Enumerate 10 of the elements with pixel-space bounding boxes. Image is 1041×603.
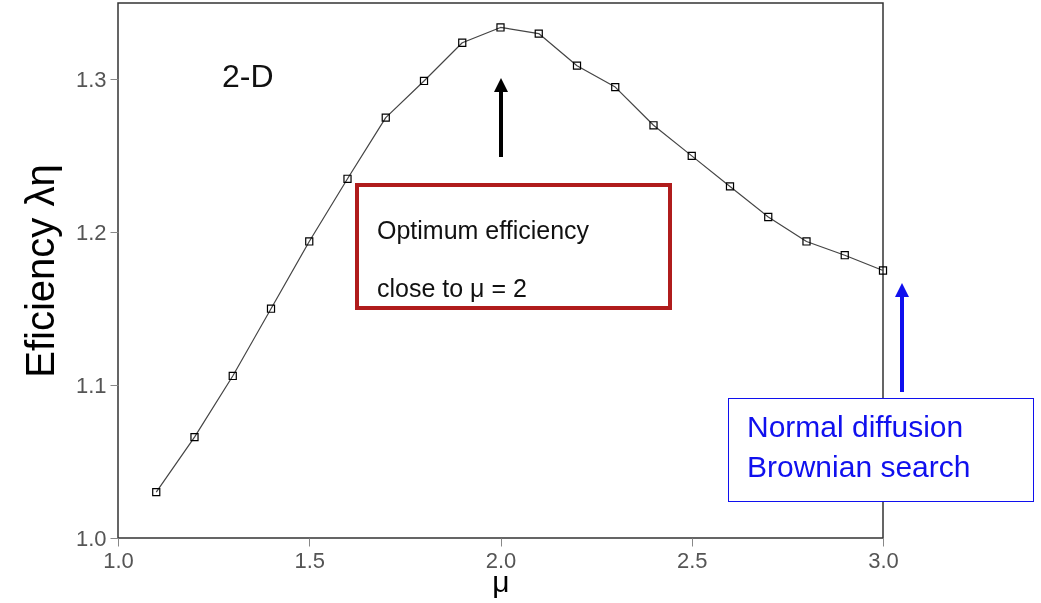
y-axis-title: Eficiency λη [17, 164, 62, 378]
y-tick-label: 1.3 [75, 66, 107, 92]
note-box: Normal diffusion Brownian search [728, 398, 1034, 502]
x-tick-label: 3.0 [868, 547, 899, 573]
y-tick-label: 1.2 [75, 219, 107, 245]
x-tick-label: 1.5 [294, 547, 326, 573]
annotation: 2-D [222, 58, 274, 95]
x-tick-label: 2.5 [676, 547, 708, 573]
note-box: Optimum efficiency close to μ = 2 [355, 183, 672, 310]
y-tick-label: 1.1 [75, 372, 107, 398]
